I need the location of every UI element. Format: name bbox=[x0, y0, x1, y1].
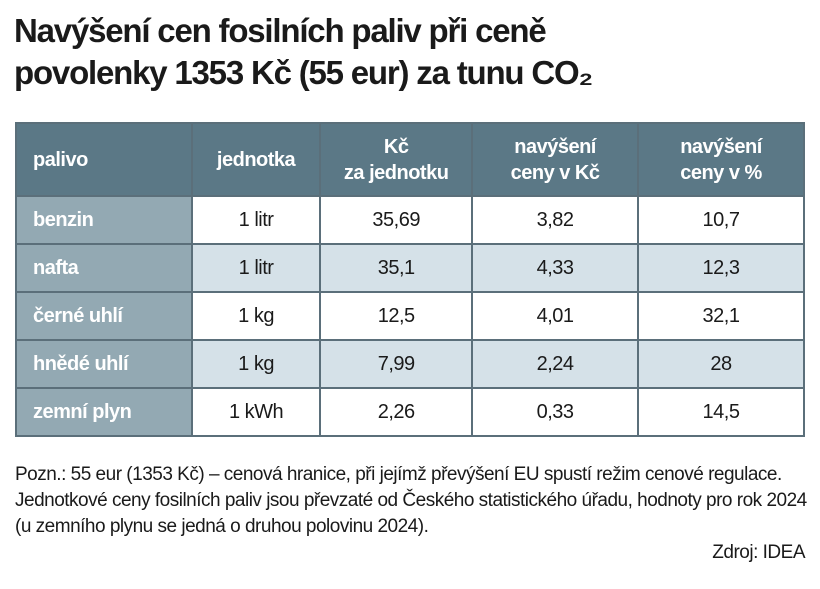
table: palivo jednotka Kč za jednotku navýšení cen… bbox=[15, 122, 805, 437]
cell: 35,1 bbox=[319, 243, 474, 293]
column-header: Kč za jednotku bbox=[319, 122, 474, 197]
row-label: benzin bbox=[15, 195, 193, 245]
cell: 12,5 bbox=[319, 291, 474, 341]
cell: 4,01 bbox=[471, 291, 640, 341]
cell: 10,7 bbox=[637, 195, 805, 245]
cell: 2,26 bbox=[319, 387, 474, 437]
cell: 14,5 bbox=[637, 387, 805, 437]
cell: 35,69 bbox=[319, 195, 474, 245]
title: Navýšení cen fosilních paliv při ceně po… bbox=[14, 12, 593, 91]
cell: 1 kWh bbox=[190, 387, 322, 437]
source: Zdroj: IDEA bbox=[712, 542, 805, 563]
column-header: navýšení ceny v Kč bbox=[471, 122, 640, 197]
table-row: hnědé uhlí 1 kg 7,99 2,24 28 bbox=[15, 339, 805, 389]
table-row: černé uhlí 1 kg 12,5 4,01 32,1 bbox=[15, 291, 805, 341]
table-body: benzin 1 litr 35,69 3,82 10,7 nafta 1 litr 35,1… bbox=[15, 195, 805, 437]
table-row: benzin 1 litr 35,69 3,82 10,7 bbox=[15, 195, 805, 245]
column-header: jednotka bbox=[190, 122, 322, 197]
table-row: nafta 1 litr 35,1 4,33 12,3 bbox=[15, 243, 805, 293]
column-header: navýšení ceny v % bbox=[637, 122, 805, 197]
cell: 1 litr bbox=[190, 243, 322, 293]
row-label: černé uhlí bbox=[15, 291, 193, 341]
row-label: hnědé uhlí bbox=[15, 339, 193, 389]
row-label: zemní plyn bbox=[15, 387, 193, 437]
cell: 3,82 bbox=[471, 195, 640, 245]
cell: 32,1 bbox=[637, 291, 805, 341]
cell: 4,33 bbox=[471, 243, 640, 293]
cell: 0,33 bbox=[471, 387, 640, 437]
cell: 28 bbox=[637, 339, 805, 389]
note: Pozn.: 55 eur (1353 Kč) – cenová hranice… bbox=[15, 464, 807, 537]
cell: 1 kg bbox=[190, 339, 322, 389]
cell: 1 litr bbox=[190, 195, 322, 245]
header-row: palivo jednotka Kč za jednotku navýšení cen… bbox=[15, 122, 805, 197]
table-row: zemní plyn 1 kWh 2,26 0,33 14,5 bbox=[15, 387, 805, 437]
cell: 2,24 bbox=[471, 339, 640, 389]
cell: 12,3 bbox=[637, 243, 805, 293]
cell: 1 kg bbox=[190, 291, 322, 341]
row-label: nafta bbox=[15, 243, 193, 293]
column-header: palivo bbox=[15, 122, 193, 197]
cell: 7,99 bbox=[319, 339, 474, 389]
